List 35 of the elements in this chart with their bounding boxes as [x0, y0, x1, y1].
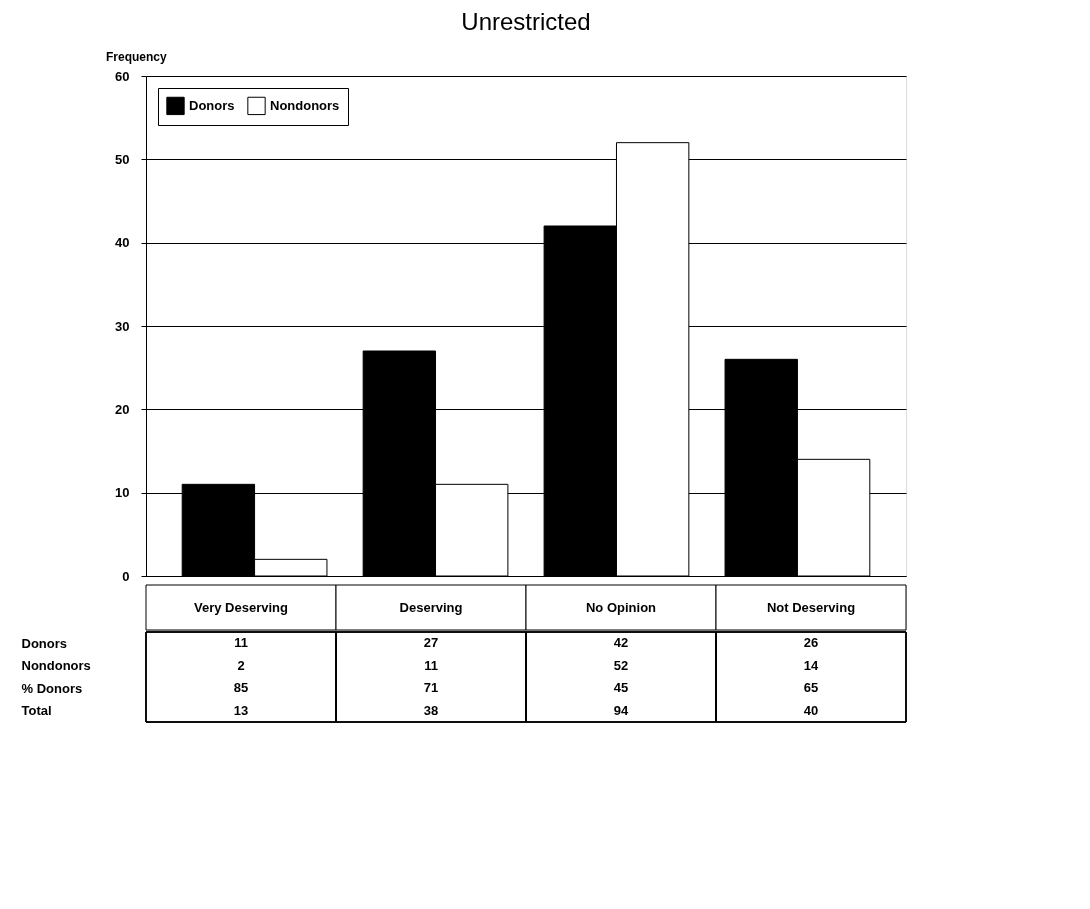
y-tick-label: 50 — [115, 151, 130, 167]
text: Nondonors — [21, 658, 91, 674]
text: 40 — [803, 702, 819, 718]
text: 94 — [613, 702, 629, 718]
y-tick-label: 60 — [115, 68, 130, 84]
x-tick-label: Very Deserving — [194, 599, 289, 615]
x-tick-label: No Opinion — [585, 599, 657, 615]
text: 85 — [233, 680, 249, 696]
x-tick-label: Not Deserving — [766, 599, 856, 615]
data-label: 2 — [237, 657, 245, 673]
text: Total — [21, 703, 52, 719]
text: 38 — [423, 702, 439, 718]
legend-label: Donors — [189, 97, 235, 113]
data-label: 11 — [234, 635, 248, 651]
text: 71 — [423, 680, 439, 696]
y-tick-label: 20 — [115, 401, 130, 417]
data-label: 27 — [423, 635, 439, 651]
data-label: 52 — [613, 657, 629, 673]
y-tick-label: 40 — [115, 235, 130, 251]
y-tick-label: 10 — [115, 485, 130, 501]
x-tick-label: Deserving — [399, 599, 463, 615]
data-label: 14 — [803, 657, 819, 673]
text: % Donors — [21, 680, 83, 696]
data-label: 42 — [613, 635, 629, 651]
text: 45 — [613, 680, 629, 696]
data-label: 26 — [803, 635, 819, 651]
text: Donors — [21, 635, 67, 651]
text: 65 — [803, 680, 819, 696]
text: 13 — [233, 702, 249, 718]
y-tick-label: 0 — [122, 568, 130, 584]
legend-label: Nondonors — [270, 97, 340, 113]
y-tick-label: 30 — [115, 318, 130, 334]
data-label: 11 — [424, 657, 438, 673]
chart-title: Unrestricted — [461, 8, 591, 35]
y-axis-title: Frequency — [106, 50, 168, 64]
